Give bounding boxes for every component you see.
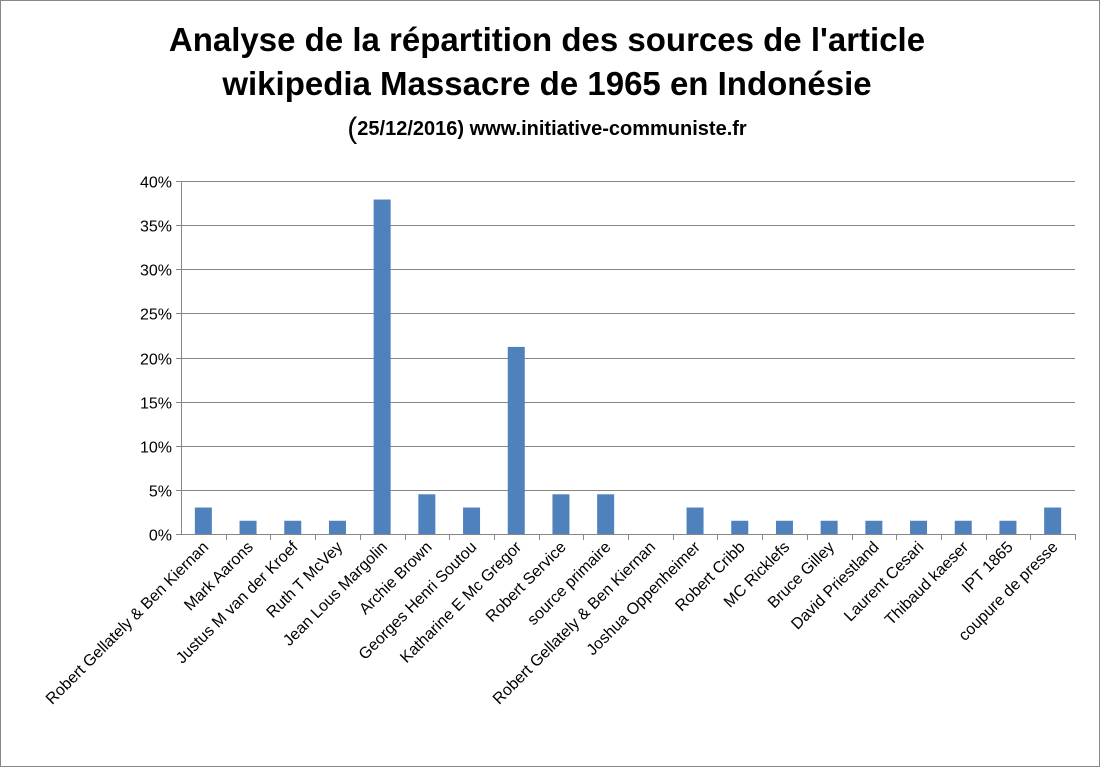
y-tick-label: 25% xyxy=(140,307,172,324)
bars xyxy=(194,199,1062,534)
x-category-label: Laurent Cesari xyxy=(841,539,927,625)
bar xyxy=(775,520,793,534)
bar xyxy=(954,520,972,534)
bar xyxy=(284,520,302,534)
chart-subtitle-text: 25/12/2016) www.initiative-communiste.fr xyxy=(357,118,747,140)
bar xyxy=(999,520,1017,534)
bar xyxy=(418,494,436,534)
bar xyxy=(507,346,525,534)
y-tick-label: 15% xyxy=(140,396,172,413)
y-tick-label: 30% xyxy=(140,263,172,280)
chart-title-line-2: wikipedia Massacre de 1965 en Indonésie xyxy=(222,65,872,102)
x-category-label: Robert Gellately & Ben Kiernan xyxy=(490,539,659,708)
bar xyxy=(328,520,346,534)
bar xyxy=(686,507,704,534)
chart-title-block: Analyse de la répartition des sources de… xyxy=(0,18,1100,146)
gridlines xyxy=(176,181,1075,535)
bar xyxy=(194,507,212,534)
y-tick-label: 5% xyxy=(149,484,172,501)
bar xyxy=(731,520,749,534)
y-tick-label: 35% xyxy=(140,219,172,236)
chart-title-line-1: Analyse de la répartition des sources de… xyxy=(168,21,926,58)
bar xyxy=(552,494,570,534)
y-tick-label: 40% xyxy=(140,175,172,192)
bar xyxy=(463,507,481,534)
bar xyxy=(820,520,838,534)
chart-subtitle-paren: ( xyxy=(347,112,358,145)
y-tick-label: 0% xyxy=(149,528,172,545)
y-tick-label: 20% xyxy=(140,352,172,369)
bar xyxy=(910,520,928,534)
chart-subtitle: (25/12/2016) www.initiative-communiste.f… xyxy=(0,112,1097,146)
x-category-label: Robert Gellately & Ben Kiernan xyxy=(43,539,212,708)
x-category-label: Robert Service xyxy=(483,539,570,626)
bar xyxy=(597,494,615,534)
bar xyxy=(373,199,391,534)
y-tick-label: 10% xyxy=(140,440,172,457)
bar xyxy=(865,520,883,534)
bar xyxy=(1044,507,1062,534)
y-axis-tick-labels: 0% 5% 10% 15% 20% 25% 30% 35% 40% xyxy=(140,175,172,545)
bar xyxy=(239,520,257,534)
axes xyxy=(181,181,1076,540)
